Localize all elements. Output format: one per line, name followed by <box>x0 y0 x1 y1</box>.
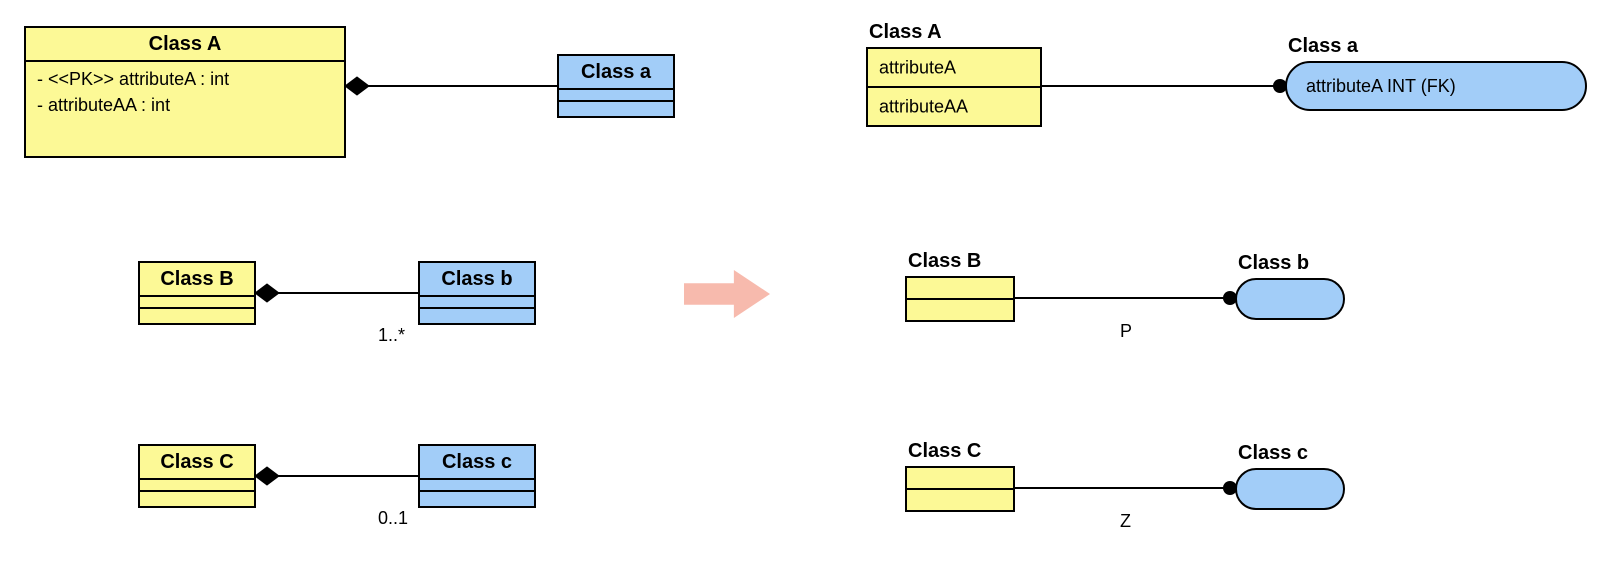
uml-C-left-title: Class C <box>160 451 233 473</box>
uml-B-left: Class B <box>139 262 255 324</box>
uml-C-conn: 0..1 <box>255 467 419 528</box>
erd-C-left-label: Class C <box>908 440 981 462</box>
erd-C-left: Class C <box>906 440 1014 511</box>
uml-A-left-attr-1: - attributeAA : int <box>37 95 170 115</box>
erd-C-right-label: Class c <box>1238 442 1308 464</box>
erd-A-right-label: Class a <box>1288 35 1359 57</box>
uml-A-left: Class A - <<PK>> attributeA : int - attrib… <box>25 27 345 157</box>
uml-B-conn-multiplicity: 1..* <box>378 325 405 345</box>
uml-A-right-title: Class a <box>581 61 652 83</box>
erd-C-conn: Z <box>1014 481 1237 531</box>
erd-A-conn <box>1041 79 1287 93</box>
uml-C-left: Class C <box>139 445 255 507</box>
erd-B-right-label: Class b <box>1238 252 1309 274</box>
erd-A-right-text: attributeA INT (FK) <box>1306 76 1456 96</box>
uml-A-left-title: Class A <box>149 33 222 55</box>
erd-A-right: Class a attributeA INT (FK) <box>1286 35 1586 110</box>
uml-C-right: Class c <box>419 445 535 507</box>
uml-A-left-attr-0: - <<PK>> attributeA : int <box>37 69 229 89</box>
transform-arrow-icon <box>684 270 770 318</box>
uml-B-conn: 1..* <box>255 284 419 345</box>
erd-A-left-row-0: attributeA <box>879 58 956 78</box>
erd-C-conn-multiplicity: Z <box>1120 511 1131 531</box>
erd-B-conn-multiplicity: P <box>1120 321 1132 341</box>
uml-C-right-title: Class c <box>442 451 512 473</box>
erd-B-left: Class B <box>906 250 1014 321</box>
uml-B-left-title: Class B <box>160 268 233 290</box>
erd-C-right: Class c <box>1236 442 1344 509</box>
erd-A-left: Class A attributeA attributeAA <box>867 21 1041 126</box>
erd-A-left-label: Class A <box>869 21 942 43</box>
erd-B-left-label: Class B <box>908 250 981 272</box>
erd-A-left-row-1: attributeAA <box>879 97 968 117</box>
erd-B-conn: P <box>1014 291 1237 341</box>
uml-B-right-title: Class b <box>441 268 512 290</box>
uml-A-conn <box>345 77 558 95</box>
uml-B-right: Class b <box>419 262 535 324</box>
erd-B-right: Class b <box>1236 252 1344 319</box>
uml-A-right: Class a <box>558 55 674 117</box>
uml-C-conn-multiplicity: 0..1 <box>378 508 408 528</box>
